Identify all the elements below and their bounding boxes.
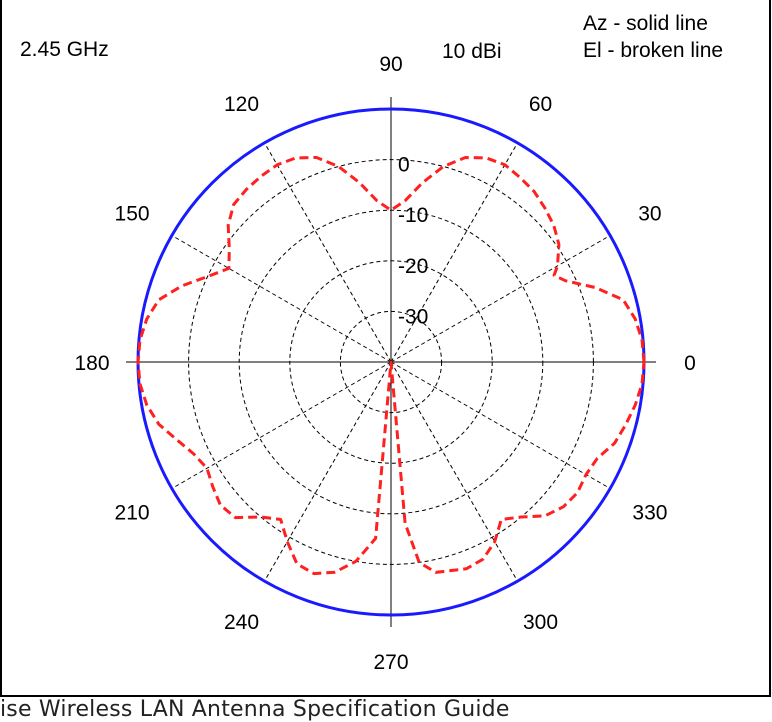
radial-label--10: -10 xyxy=(398,204,428,227)
angle-tick-labels: 0 30 60 90 120 150 180 210 240 270 300 330 xyxy=(74,53,695,674)
spoke-30 xyxy=(390,235,611,363)
spoke-210 xyxy=(171,361,392,489)
spoke-150 xyxy=(171,235,392,363)
legend-el: El - broken line xyxy=(583,39,723,62)
angle-label-180: 180 xyxy=(74,352,109,375)
angle-label-120: 120 xyxy=(224,93,259,116)
spoke-120 xyxy=(264,142,392,363)
frequency-label: 2.45 GHz xyxy=(20,38,109,61)
series-layer xyxy=(136,107,646,617)
angle-label-30: 30 xyxy=(638,203,661,226)
gain-label: 10 dBi xyxy=(442,40,502,63)
angle-label-270: 270 xyxy=(373,651,408,674)
angle-label-90: 90 xyxy=(379,53,402,76)
spoke-330 xyxy=(390,361,611,489)
angle-label-0: 0 xyxy=(684,352,696,375)
legend-az: Az - solid line xyxy=(583,12,708,35)
radial-tick-labels: 0 -10 -20 -30 xyxy=(398,154,428,329)
angle-label-150: 150 xyxy=(115,203,150,226)
angle-label-210: 210 xyxy=(115,502,150,525)
spoke-60 xyxy=(390,142,518,363)
angle-label-240: 240 xyxy=(224,611,259,634)
angle-label-300: 300 xyxy=(523,611,558,634)
radial-label-0: 0 xyxy=(398,154,410,177)
spoke-240 xyxy=(264,361,392,582)
spoke-300 xyxy=(390,361,518,582)
document-caption: ise Wireless LAN Antenna Specification G… xyxy=(0,697,510,722)
radial-label--20: -20 xyxy=(398,255,428,278)
series-el xyxy=(136,156,646,576)
angle-label-330: 330 xyxy=(632,502,667,525)
radial-label--30: -30 xyxy=(398,305,428,328)
angle-label-60: 60 xyxy=(529,93,552,116)
plot-border xyxy=(0,0,771,697)
